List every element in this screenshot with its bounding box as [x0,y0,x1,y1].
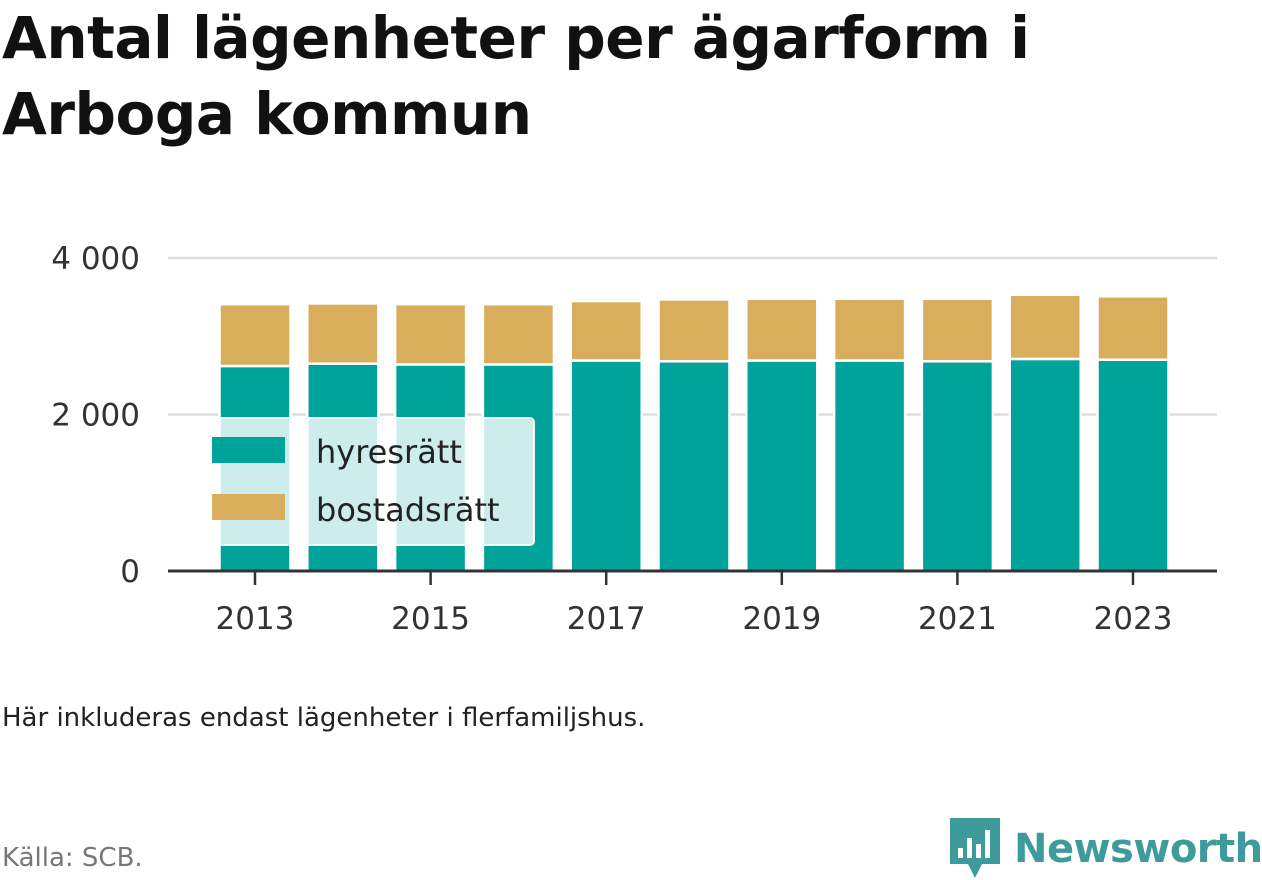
legend: hyresrätt bostadsrätt [199,417,535,546]
bar-bostadsratt-2021 [920,297,995,363]
bar-hyresratt-2017 [569,359,643,573]
bar-hyresratt-2018 [657,360,731,573]
x-tick-label: 2013 [216,601,295,637]
bar-bostadsratt-2019 [745,297,819,362]
x-axis-ticks: 2013 2015 2017 2019 2021 2023 [216,571,1173,637]
legend-swatch-bostadsratt [212,494,285,520]
x-tick-label: 2023 [1094,601,1173,637]
newsworthy-logo: Newsworthy [950,818,1262,880]
bar-bostadsratt-2017 [569,299,643,362]
newsworthy-logo-icon [950,818,1000,878]
x-tick-label: 2017 [567,601,646,637]
bar-hyresratt-2023 [1096,358,1170,573]
x-tick-label: 2019 [742,601,821,637]
bar-bostadsratt-2015 [393,302,468,366]
legend-swatch-hyresratt [212,437,285,463]
bar-hyresratt-2022 [1008,357,1082,573]
legend-label-hyresratt: hyresrätt [316,433,462,471]
bar-hyresratt-2019 [745,359,819,573]
bar-hyresratt-2020 [832,359,907,573]
chart-note: Här inkluderas endast lägenheter i flerf… [2,703,646,733]
bar-bostadsratt-2022 [1008,293,1082,361]
y-axis-ticks: 0 2 000 4 000 [51,241,140,590]
x-tick-label: 2015 [391,601,470,637]
brand-name: Newsworthy [1014,826,1262,872]
y-tick-label: 0 [120,554,140,590]
y-tick-label: 2 000 [51,398,140,434]
source-text: Källa: SCB. [2,843,143,873]
bar-hyresratt-2021 [920,360,995,573]
bar-bostadsratt-2018 [657,298,731,363]
bar-bostadsratt-2016 [481,302,556,366]
chart-title: Antal lägenheter per ägarform i Arboga k… [2,4,1030,148]
bar-bostadsratt-2023 [1096,295,1170,361]
bar-bostadsratt-2013 [218,302,292,368]
y-tick-label: 4 000 [51,241,140,277]
legend-label-bostadsratt: bostadsrätt [316,491,500,529]
bar-bostadsratt-2020 [832,297,907,362]
x-tick-label: 2021 [918,601,997,637]
bar-bostadsratt-2014 [306,302,380,365]
